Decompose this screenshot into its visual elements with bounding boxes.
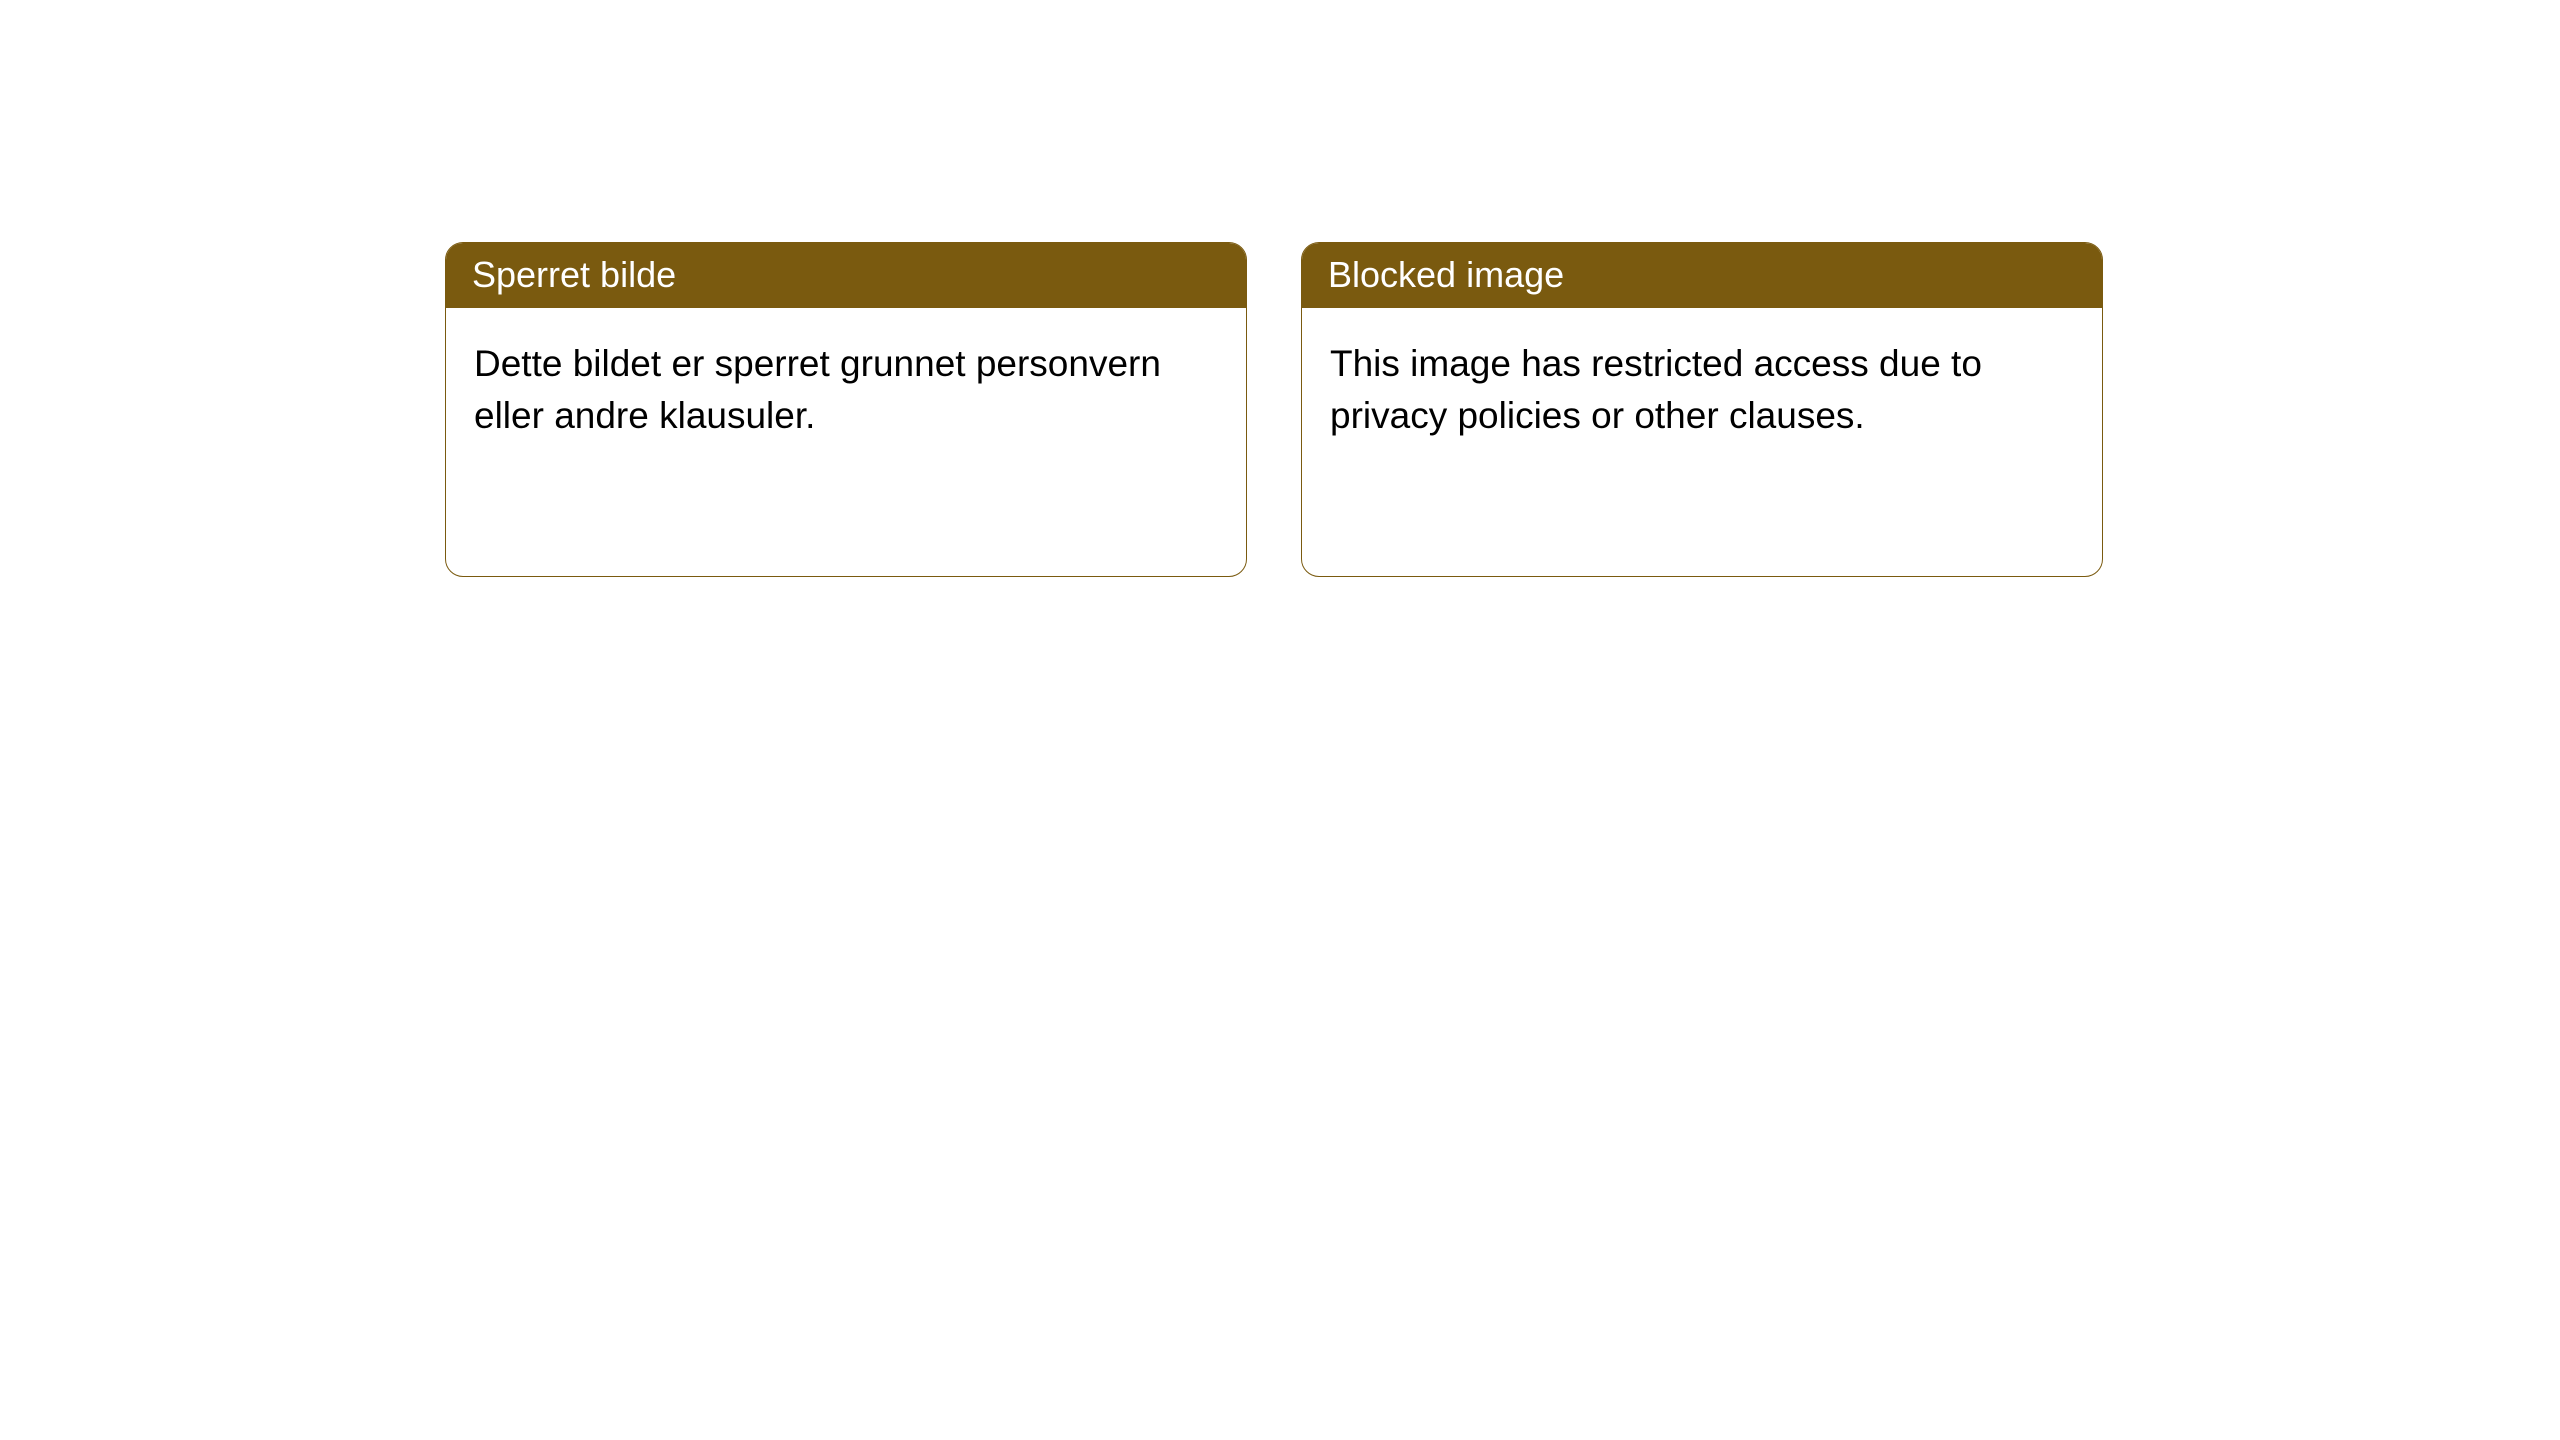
card-body-en: This image has restricted access due to … [1302, 308, 2102, 472]
notice-cards-container: Sperret bilde Dette bildet er sperret gr… [0, 0, 2560, 577]
card-body-no: Dette bildet er sperret grunnet personve… [446, 308, 1246, 472]
card-header-no: Sperret bilde [446, 243, 1246, 308]
blocked-image-card-no: Sperret bilde Dette bildet er sperret gr… [445, 242, 1247, 577]
blocked-image-card-en: Blocked image This image has restricted … [1301, 242, 2103, 577]
card-header-en: Blocked image [1302, 243, 2102, 308]
